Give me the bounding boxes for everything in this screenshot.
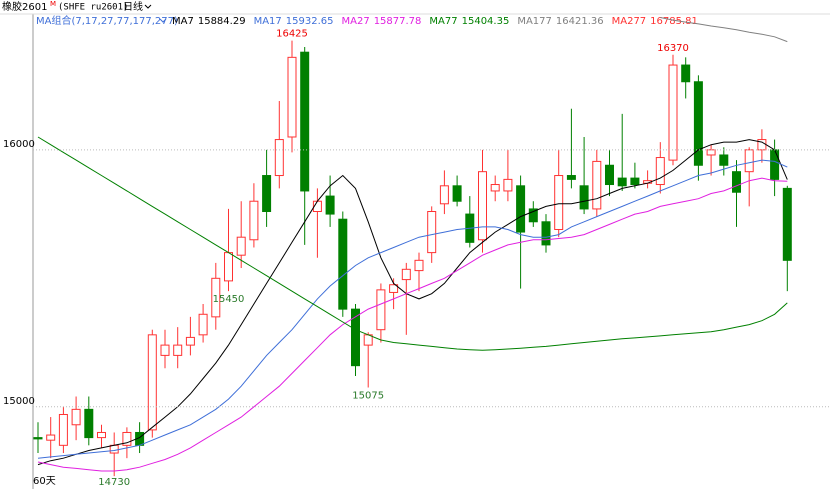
candle-body — [668, 64, 678, 161]
candle-body — [376, 289, 386, 331]
candle-body — [554, 175, 564, 230]
candle-body — [185, 336, 195, 346]
ma-line — [660, 17, 788, 43]
candle-body — [351, 308, 360, 367]
candle-body — [97, 431, 106, 439]
candle-body — [744, 149, 754, 173]
candle-body — [719, 154, 729, 166]
code: (SHFE ru2601) — [58, 3, 128, 13]
y-tick-label: 15000 — [3, 396, 35, 407]
candle-body — [325, 195, 335, 215]
candle-body — [46, 434, 56, 441]
candle-body — [287, 56, 297, 138]
candle-body — [71, 408, 81, 426]
legend-value: 15884.29 — [198, 16, 246, 27]
ma-line — [37, 139, 788, 466]
candle-body — [109, 444, 119, 454]
extreme-label: 16370 — [657, 43, 689, 54]
candle-body — [122, 431, 132, 446]
ma-group[interactable]: MA组合(7,17,27,77,177,277) — [36, 14, 178, 27]
ma-line — [37, 136, 788, 351]
candle-body — [655, 157, 665, 186]
legend-value: 16785.81 — [650, 16, 698, 27]
candle-body — [503, 178, 513, 192]
candle-body — [401, 268, 411, 281]
candle-body — [198, 313, 208, 336]
legend-name: MA77 — [429, 16, 457, 27]
candle-body — [236, 236, 246, 256]
candle-body — [147, 334, 157, 431]
candle-body — [262, 175, 272, 213]
candle-body — [478, 171, 487, 241]
candle-body — [592, 160, 602, 210]
symbol: 橡胶2601 — [2, 0, 47, 13]
legend: MA组合(7,17,27,77,177,277) MA7 15884.29 MA17… — [36, 14, 698, 27]
dropdown-icon[interactable] — [144, 4, 152, 9]
candle-body — [173, 344, 183, 356]
ma-line — [37, 177, 788, 472]
ma-line — [37, 159, 788, 459]
extreme-label: 15450 — [213, 294, 245, 305]
plot-area — [33, 17, 792, 477]
legend-value: 15404.35 — [462, 16, 510, 27]
candle-body — [439, 185, 449, 205]
candle-body — [224, 252, 233, 282]
candle-body — [516, 185, 526, 233]
legend-value: 15877.78 — [374, 16, 422, 27]
candle-body — [681, 64, 691, 83]
candle-body — [452, 185, 462, 202]
candle-body — [274, 139, 284, 177]
candle-body — [389, 284, 399, 293]
candle-body — [33, 437, 43, 440]
candle-body — [579, 185, 589, 210]
legend-name: MA177 — [517, 16, 552, 27]
candle-body — [706, 149, 716, 156]
candle-body — [338, 218, 348, 310]
candle-body — [300, 51, 310, 192]
candle-body — [566, 175, 576, 180]
candle-body — [490, 184, 500, 192]
candle-body — [414, 259, 424, 272]
candle-body — [528, 208, 538, 223]
legend-name: MA27 — [341, 16, 369, 27]
flag: M — [50, 0, 56, 8]
extreme-label: 15075 — [352, 391, 384, 402]
candle-body — [249, 200, 259, 241]
candle-body — [605, 164, 614, 186]
candle-body — [160, 344, 170, 356]
candle-body — [617, 177, 627, 187]
candle-body — [541, 221, 551, 246]
x-label: 60天 — [33, 476, 56, 487]
candle-body — [630, 177, 640, 186]
y-tick-label: 16000 — [3, 139, 35, 150]
candle-body — [58, 413, 68, 446]
candle-body — [732, 171, 741, 193]
period[interactable]: 日线 — [123, 0, 143, 13]
candle-body — [770, 149, 780, 180]
legend-name: MA7 — [172, 16, 194, 27]
extreme-label: 16425 — [276, 29, 308, 40]
extreme-label: 14730 — [98, 477, 130, 488]
candle-body — [693, 81, 703, 166]
candle-body — [84, 408, 94, 439]
legend-name: MA17 — [254, 16, 282, 27]
legend-name: MA277 — [612, 16, 647, 27]
dropdown-icon[interactable] — [159, 18, 167, 23]
candle-body — [211, 277, 221, 318]
candle-body — [427, 211, 437, 254]
candle-body — [782, 187, 792, 261]
legend-value: 16421.36 — [556, 16, 604, 27]
legend-value: 15932.65 — [286, 16, 334, 27]
